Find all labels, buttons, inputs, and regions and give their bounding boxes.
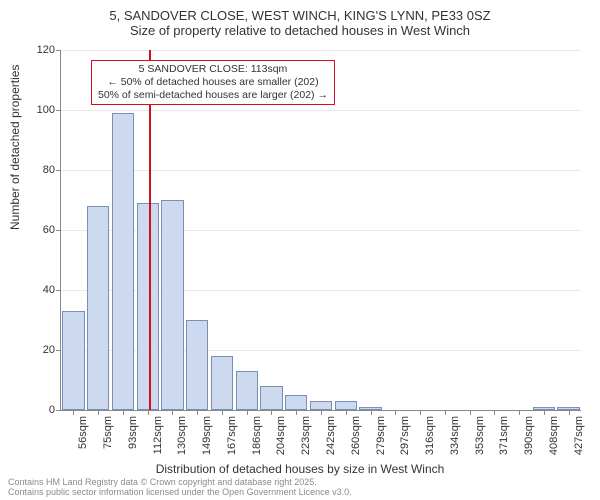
x-tick-mark — [420, 410, 421, 415]
x-tick-label: 427sqm — [573, 416, 585, 455]
x-tick-label: 204sqm — [275, 416, 287, 455]
y-tick-label: 0 — [25, 404, 55, 416]
bar — [62, 311, 84, 410]
bar — [236, 371, 258, 410]
y-tick-mark — [56, 50, 61, 51]
y-tick-label: 60 — [25, 224, 55, 236]
x-tick-label: 260sqm — [350, 416, 362, 455]
x-tick-mark — [148, 410, 149, 415]
x-tick-mark — [197, 410, 198, 415]
histogram-chart: 5, SANDOVER CLOSE, WEST WINCH, KING'S LY… — [0, 0, 600, 500]
bar — [87, 206, 109, 410]
plot-inner: 5 SANDOVER CLOSE: 113sqm← 50% of detache… — [60, 50, 581, 411]
x-tick-label: 390sqm — [523, 416, 535, 455]
annotation-line2: ← 50% of detached houses are smaller (20… — [98, 76, 328, 89]
x-tick-label: 316sqm — [424, 416, 436, 455]
x-tick-mark — [222, 410, 223, 415]
x-tick-label: 56sqm — [77, 416, 89, 449]
bar — [161, 200, 183, 410]
x-tick-mark — [296, 410, 297, 415]
annotation-box: 5 SANDOVER CLOSE: 113sqm← 50% of detache… — [91, 60, 335, 105]
chart-title-main: 5, SANDOVER CLOSE, WEST WINCH, KING'S LY… — [0, 8, 600, 23]
x-tick-label: 297sqm — [399, 416, 411, 455]
y-tick-mark — [56, 170, 61, 171]
x-tick-label: 334sqm — [449, 416, 461, 455]
x-tick-mark — [569, 410, 570, 415]
bar — [112, 113, 134, 410]
x-tick-label: 223sqm — [300, 416, 312, 455]
x-tick-mark — [98, 410, 99, 415]
y-axis-label: Number of detached properties — [8, 65, 22, 230]
x-tick-label: 167sqm — [226, 416, 238, 455]
footer-line2: Contains public sector information licen… — [8, 488, 352, 498]
y-tick-label: 100 — [25, 104, 55, 116]
x-tick-mark — [346, 410, 347, 415]
y-tick-label: 20 — [25, 344, 55, 356]
x-tick-mark — [73, 410, 74, 415]
y-tick-label: 120 — [25, 44, 55, 56]
bar — [137, 203, 159, 410]
x-tick-label: 75sqm — [102, 416, 114, 449]
bar — [310, 401, 332, 410]
x-tick-mark — [247, 410, 248, 415]
annotation-line1: 5 SANDOVER CLOSE: 113sqm — [98, 63, 328, 76]
annotation-line3: 50% of semi-detached houses are larger (… — [98, 89, 328, 102]
x-tick-mark — [470, 410, 471, 415]
y-tick-mark — [56, 410, 61, 411]
x-tick-label: 130sqm — [176, 416, 188, 455]
bar — [260, 386, 282, 410]
x-tick-label: 408sqm — [548, 416, 560, 455]
y-tick-mark — [56, 350, 61, 351]
x-tick-label: 353sqm — [474, 416, 486, 455]
x-tick-label: 279sqm — [375, 416, 387, 455]
y-tick-mark — [56, 110, 61, 111]
y-tick-mark — [56, 230, 61, 231]
x-tick-label: 93sqm — [127, 416, 139, 449]
x-tick-mark — [445, 410, 446, 415]
x-tick-mark — [395, 410, 396, 415]
x-tick-mark — [494, 410, 495, 415]
x-tick-mark — [544, 410, 545, 415]
footer-attribution: Contains HM Land Registry data © Crown c… — [8, 478, 352, 498]
bar — [186, 320, 208, 410]
x-tick-mark — [123, 410, 124, 415]
x-tick-label: 149sqm — [201, 416, 213, 455]
y-tick-label: 80 — [25, 164, 55, 176]
y-tick-mark — [56, 290, 61, 291]
x-axis-label: Distribution of detached houses by size … — [0, 462, 600, 476]
x-tick-label: 371sqm — [498, 416, 510, 455]
x-tick-mark — [271, 410, 272, 415]
y-tick-label: 40 — [25, 284, 55, 296]
bar — [335, 401, 357, 410]
chart-titles: 5, SANDOVER CLOSE, WEST WINCH, KING'S LY… — [0, 0, 600, 38]
chart-title-sub: Size of property relative to detached ho… — [0, 23, 600, 38]
bar — [211, 356, 233, 410]
plot-area: 5 SANDOVER CLOSE: 113sqm← 50% of detache… — [60, 50, 580, 410]
x-tick-mark — [321, 410, 322, 415]
x-tick-label: 186sqm — [251, 416, 263, 455]
x-tick-mark — [172, 410, 173, 415]
x-tick-label: 112sqm — [152, 416, 164, 454]
x-tick-mark — [371, 410, 372, 415]
bar — [285, 395, 307, 410]
x-tick-label: 242sqm — [325, 416, 337, 455]
x-tick-mark — [519, 410, 520, 415]
